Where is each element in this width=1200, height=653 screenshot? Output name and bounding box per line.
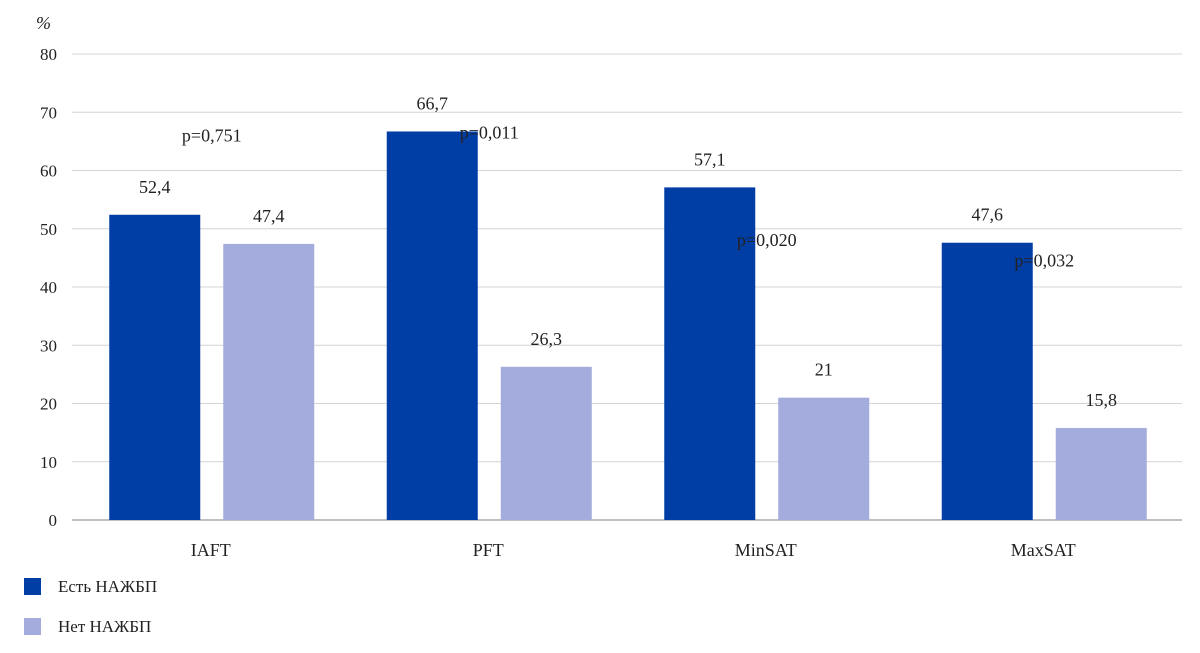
y-tick-label: 30 (40, 336, 57, 355)
y-axis-unit-label: % (36, 13, 51, 33)
legend-swatch (24, 578, 41, 595)
x-tick-label: IAFT (191, 540, 231, 560)
bar-series-1 (664, 187, 756, 520)
legend-label: Нет НАЖБП (58, 617, 151, 636)
data-label: 57,1 (694, 149, 726, 169)
y-tick-label: 10 (40, 453, 57, 472)
bar-series-1 (941, 242, 1033, 521)
legend-swatch (24, 618, 41, 635)
data-label: 66,7 (417, 93, 449, 113)
y-tick-label: 80 (40, 45, 57, 64)
bar-series-1 (109, 214, 201, 520)
p-value-annotation: p=0,020 (737, 230, 797, 250)
p-value-annotation: p=0,011 (460, 122, 519, 142)
legend-label: Есть НАЖБП (58, 577, 157, 596)
p-value-annotation: p=0,032 (1014, 251, 1074, 271)
bar-series-2 (500, 366, 592, 520)
bar-series-2 (1055, 427, 1147, 520)
labels-layer: 52,4 47,4 IAFT 66,7 26,3 PFT 57,1 21 MinSAT 47,6 1… (139, 93, 1117, 560)
y-tick-label: 60 (40, 162, 57, 181)
data-label: 15,8 (1086, 390, 1118, 410)
y-tick-label: 50 (40, 220, 57, 239)
data-label: 26,3 (531, 329, 563, 349)
bar-series-2 (778, 397, 870, 520)
bar-series-2 (223, 243, 315, 520)
y-tick-label: 20 (40, 395, 57, 414)
p-value-annotation: p=0,751 (182, 125, 242, 145)
x-tick-label: PFT (473, 540, 504, 560)
data-label: 47,6 (972, 205, 1004, 225)
bars-layer (109, 131, 1147, 521)
y-tick-label: 70 (40, 103, 57, 122)
x-tick-label: MaxSAT (1011, 540, 1076, 560)
data-label: 52,4 (139, 177, 171, 197)
y-tick-label: 0 (49, 511, 58, 530)
data-label: 21 (815, 360, 833, 380)
bar-series-1 (386, 131, 478, 520)
legend: Есть НАЖБП Нет НАЖБП (24, 577, 157, 636)
x-tick-label: MinSAT (735, 540, 797, 560)
y-tick-label: 40 (40, 278, 57, 297)
data-label: 47,4 (253, 206, 285, 226)
